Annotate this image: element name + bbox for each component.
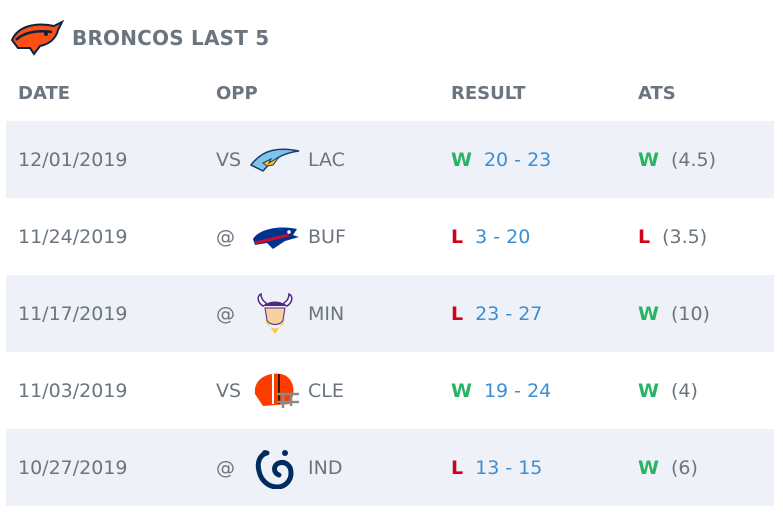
page-title: BRONCOS LAST 5 (72, 26, 270, 50)
result-wl: W (451, 379, 472, 402)
spread: (10) (670, 302, 710, 325)
ats: W (4.5) (638, 121, 716, 198)
spread: (4) (670, 379, 698, 402)
table-header: BRONCOS LAST 5 (10, 18, 269, 58)
table-row: 11/24/2019 @ BUF L 3 - 20 L (3.5) (6, 198, 774, 275)
team-abbr: MIN (308, 302, 345, 325)
vikings-logo-icon (248, 292, 302, 336)
result-wl: L (451, 456, 464, 479)
result: L 3 - 20 (451, 198, 530, 275)
score: 13 - 15 (475, 456, 543, 479)
team-abbr: LAC (308, 148, 345, 171)
game-date: 11/17/2019 (18, 302, 128, 325)
result-wl: L (451, 302, 464, 325)
ats-wl: W (638, 148, 659, 171)
score: 20 - 23 (483, 148, 552, 171)
score: 3 - 20 (475, 225, 531, 248)
result-wl: L (451, 225, 464, 248)
team-abbr: IND (308, 456, 343, 479)
ats: W (10) (638, 275, 710, 352)
col-ats: ATS (638, 82, 676, 104)
opponent: VS LAC (216, 121, 345, 198)
ats: W (4) (638, 352, 698, 429)
result: W 20 - 23 (451, 121, 551, 198)
col-result: RESULT (451, 82, 526, 104)
table-row: 11/03/2019 VS CLE W 19 - 24 W (4) (6, 352, 774, 429)
team-abbr: BUF (308, 225, 346, 248)
home-away: @ (216, 225, 235, 248)
score: 23 - 27 (475, 302, 543, 325)
ats-wl: W (638, 302, 659, 325)
chargers-logo-icon (248, 138, 302, 182)
result: L 13 - 15 (451, 429, 542, 506)
spread: (3.5) (662, 225, 708, 248)
spread: (4.5) (670, 148, 717, 171)
ats-wl: W (638, 456, 659, 479)
ats-wl: L (638, 225, 651, 248)
ats-wl: W (638, 379, 659, 402)
browns-logo-icon (248, 369, 302, 413)
opponent: VS CLE (216, 352, 344, 429)
table-row: 10/27/2019 @ IND L 13 - 15 W (6) (6, 429, 774, 506)
spread: (6) (670, 456, 698, 479)
opponent: @ IND (216, 429, 342, 506)
col-date: DATE (18, 82, 71, 104)
home-away: @ (216, 456, 235, 479)
bills-logo-icon (248, 215, 302, 259)
ats: L (3.5) (638, 198, 707, 275)
colts-logo-icon (248, 446, 302, 490)
result: L 23 - 27 (451, 275, 542, 352)
col-opp: OPP (216, 82, 258, 104)
result: W 19 - 24 (451, 352, 551, 429)
game-date: 11/24/2019 (18, 225, 128, 248)
table-row: 12/01/2019 VS LAC W 20 - 23 W (4.5) (6, 121, 774, 198)
ats: W (6) (638, 429, 698, 506)
opponent: @ BUF (216, 198, 346, 275)
table-row: 11/17/2019 @ MIN L 23 - 27 W (10) (6, 275, 774, 352)
score: 19 - 24 (483, 379, 552, 402)
team-abbr: CLE (308, 379, 344, 402)
opponent: @ MIN (216, 275, 344, 352)
game-date: 10/27/2019 (18, 456, 128, 479)
game-date: 12/01/2019 (18, 148, 128, 171)
home-away: VS (216, 379, 242, 402)
game-date: 11/03/2019 (18, 379, 128, 402)
home-away: VS (216, 148, 242, 171)
broncos-logo-icon (10, 19, 64, 56)
home-away: @ (216, 302, 235, 325)
result-wl: W (451, 148, 472, 171)
